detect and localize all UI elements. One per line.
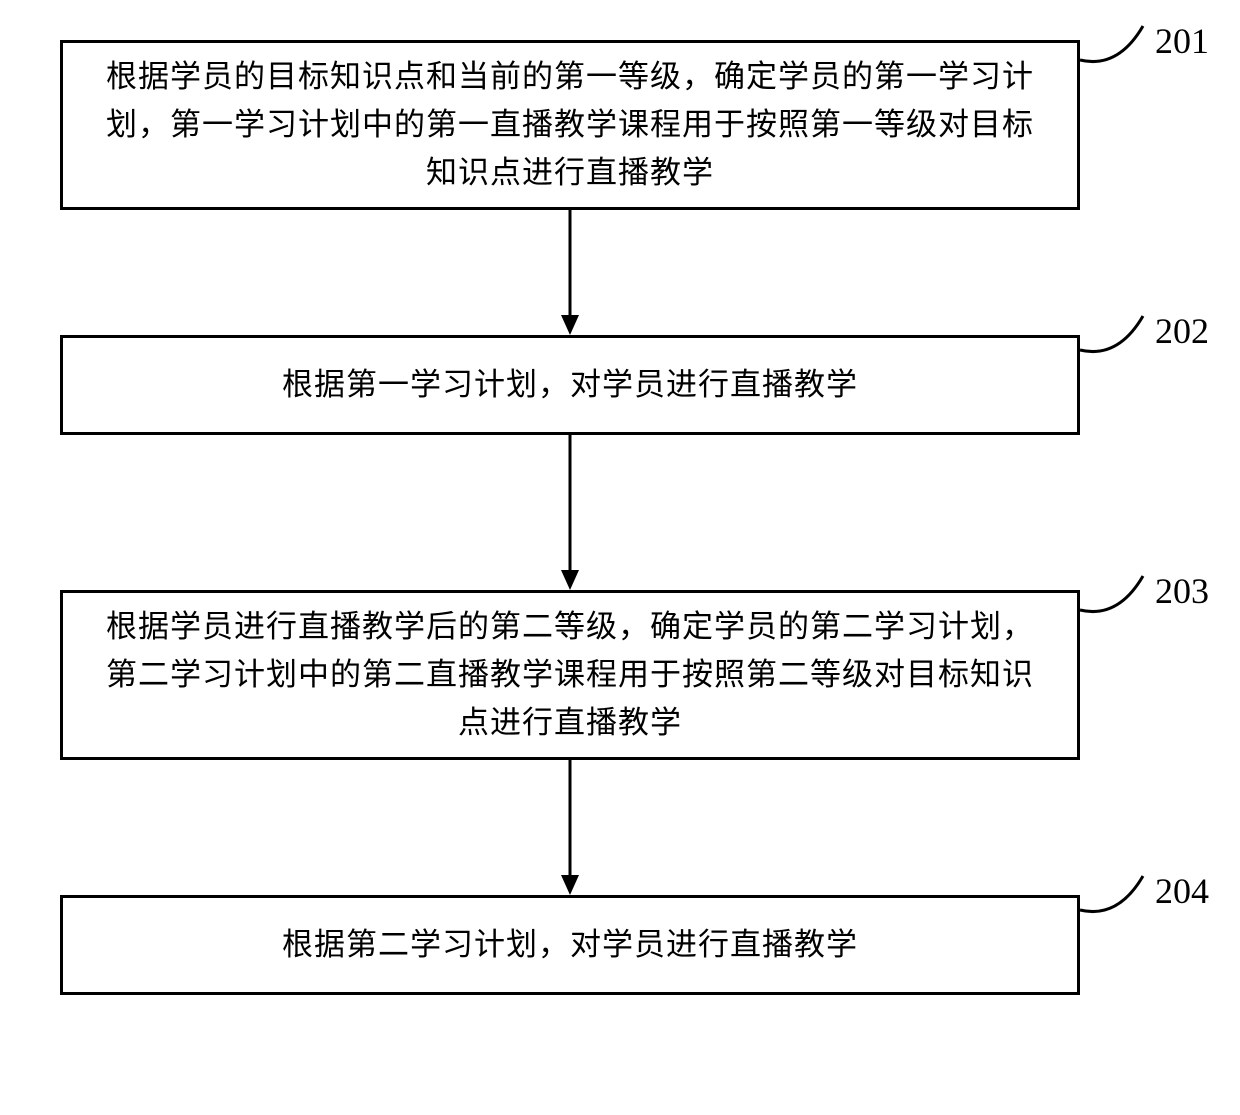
arrow-203-204 [555, 760, 585, 898]
callout-201 [1078, 14, 1158, 74]
flowchart-step-201: 根据学员的目标知识点和当前的第一等级，确定学员的第一学习计划，第一学习计划中的第… [60, 40, 1080, 210]
flowchart-step-202: 根据第一学习计划，对学员进行直播教学 [60, 335, 1080, 435]
step-label-202: 202 [1155, 310, 1209, 352]
flowchart-step-203: 根据学员进行直播教学后的第二等级，确定学员的第二学习计划，第二学习计划中的第二直… [60, 590, 1080, 760]
callout-202 [1078, 304, 1158, 364]
step-text: 根据第一学习计划，对学员进行直播教学 [282, 361, 858, 409]
step-label-201: 201 [1155, 20, 1209, 62]
step-label-203: 203 [1155, 570, 1209, 612]
step-text: 根据第二学习计划，对学员进行直播教学 [282, 921, 858, 969]
flowchart-container: 根据学员的目标知识点和当前的第一等级，确定学员的第一学习计划，第一学习计划中的第… [0, 0, 1240, 1115]
callout-204 [1078, 864, 1158, 924]
callout-203 [1078, 564, 1158, 624]
step-label-204: 204 [1155, 870, 1209, 912]
step-text: 根据学员进行直播教学后的第二等级，确定学员的第二学习计划，第二学习计划中的第二直… [93, 603, 1047, 747]
arrow-201-202 [555, 210, 585, 338]
arrow-202-203 [555, 435, 585, 593]
flowchart-step-204: 根据第二学习计划，对学员进行直播教学 [60, 895, 1080, 995]
step-text: 根据学员的目标知识点和当前的第一等级，确定学员的第一学习计划，第一学习计划中的第… [93, 53, 1047, 197]
